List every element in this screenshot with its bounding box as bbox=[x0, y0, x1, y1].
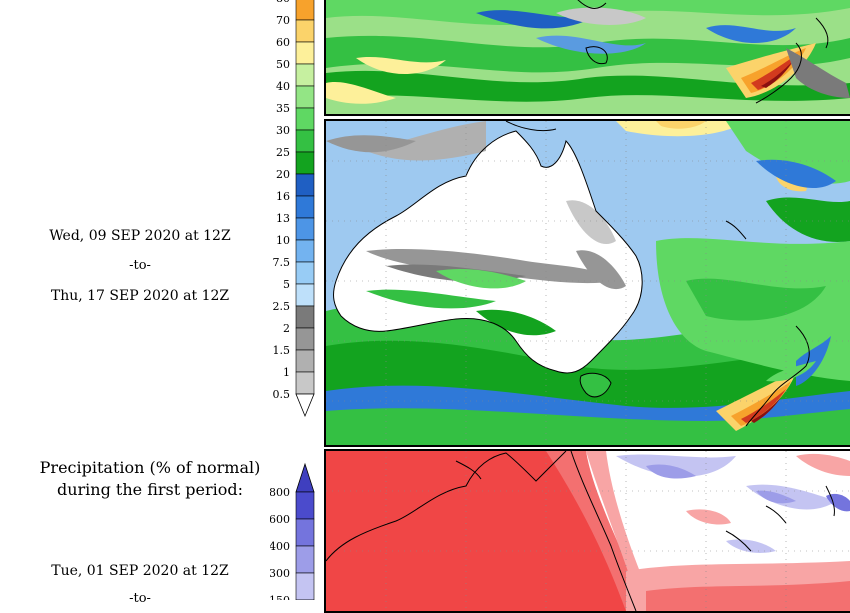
colorbar-tick-label: 25 bbox=[276, 146, 290, 159]
colorbar-tick-label: 35 bbox=[276, 102, 290, 115]
colorbar-swatch bbox=[295, 371, 315, 395]
colorbar-swatch bbox=[295, 349, 315, 373]
colorbar-tick-label: 300 bbox=[270, 567, 290, 580]
map-panel-top bbox=[324, 0, 850, 116]
colorbar-tick-label: 0.5 bbox=[273, 388, 291, 401]
colorbar-min-triangle bbox=[295, 393, 315, 418]
period-end: Thu, 17 SEP 2020 at 12Z bbox=[50, 288, 230, 304]
map-panel-percent bbox=[324, 449, 850, 613]
colorbar-tick-label: 5 bbox=[283, 278, 290, 291]
colorbar-swatch bbox=[295, 151, 315, 175]
colorbar-swatch bbox=[295, 327, 315, 351]
colorbar-tick-label: 1 bbox=[283, 366, 290, 379]
colorbar-tick-label: 10 bbox=[276, 234, 290, 247]
colorbar-tick-label: 30 bbox=[276, 124, 290, 137]
colorbar-tick-label: 40 bbox=[276, 80, 290, 93]
colorbar-tick-label: 150 bbox=[270, 594, 290, 600]
precip-colorbar-svg: 80 70 60 50 40 35 30 25 20 16 13 10 7.5 5 2.5 2 1.5 1 0.5 bbox=[273, 0, 315, 418]
colorbar-swatch bbox=[295, 545, 315, 574]
colorbar-swatch bbox=[295, 129, 315, 153]
colorbar-swatch bbox=[295, 239, 315, 263]
colorbar-tick-label: 80 bbox=[276, 0, 290, 5]
colorbar-tick-label: 1.5 bbox=[273, 344, 291, 357]
colorbar-swatch bbox=[295, 107, 315, 131]
colorbar-swatch bbox=[295, 41, 315, 65]
colorbar-tick-label: 600 bbox=[270, 513, 290, 526]
colorbar-tick-label: 60 bbox=[276, 36, 290, 49]
colorbar-tick-label: 16 bbox=[276, 190, 290, 203]
colorbar-tick-label: 2 bbox=[283, 322, 290, 335]
colorbar-swatch bbox=[295, 283, 315, 307]
percent-period-start: Tue, 01 SEP 2020 at 12Z bbox=[51, 563, 229, 579]
colorbar-tick-label: 800 bbox=[270, 486, 290, 499]
colorbar-max-triangle bbox=[295, 462, 315, 493]
colorbar-swatch bbox=[295, 305, 315, 329]
percent-period-separator: -to- bbox=[129, 591, 151, 606]
period-start: Wed, 09 SEP 2020 at 12Z bbox=[49, 228, 231, 244]
colorbar-swatch bbox=[295, 491, 315, 520]
colorbar-tick-label: 7.5 bbox=[273, 256, 291, 269]
colorbar-swatch bbox=[295, 85, 315, 109]
period-separator: -to- bbox=[129, 258, 151, 273]
percent-title-line1: Precipitation (% of normal) bbox=[39, 458, 261, 477]
percent-title-line2: during the first period: bbox=[56, 480, 244, 499]
percent-colorbar: 800 600 400 300 150 bbox=[270, 460, 330, 600]
colorbar-tick-label: 13 bbox=[276, 212, 290, 225]
colorbar-tick-label: 20 bbox=[276, 168, 290, 181]
colorbar-swatch bbox=[295, 195, 315, 219]
colorbar-swatch bbox=[295, 518, 315, 547]
map-panel-precip bbox=[324, 119, 850, 447]
colorbar-swatch bbox=[295, 217, 315, 241]
percent-colorbar-svg: 800 600 400 300 150 bbox=[270, 462, 315, 600]
colorbar-swatch bbox=[295, 0, 315, 21]
colorbar-swatch bbox=[295, 173, 315, 197]
colorbar-tick-label: 70 bbox=[276, 14, 290, 27]
colorbar-tick-label: 50 bbox=[276, 58, 290, 71]
precip-colorbar: 80 70 60 50 40 35 30 25 20 16 13 10 7.5 5 2.5 2 1.5 1 0.5 bbox=[270, 0, 330, 420]
colorbar-swatch bbox=[295, 261, 315, 285]
colorbar-swatch bbox=[295, 63, 315, 87]
colorbar-tick-label: 2.5 bbox=[273, 300, 291, 313]
colorbar-tick-label: 400 bbox=[270, 540, 290, 553]
colorbar-swatch bbox=[295, 19, 315, 43]
colorbar-swatch bbox=[295, 572, 315, 600]
